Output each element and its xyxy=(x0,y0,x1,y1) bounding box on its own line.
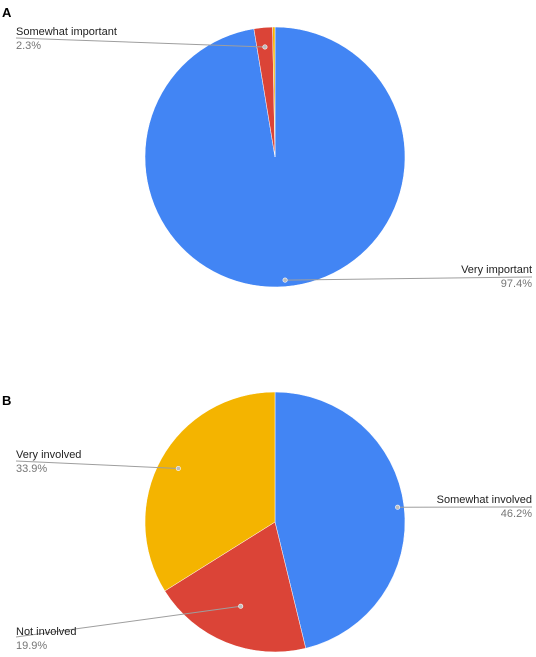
leader-dot-not-involved xyxy=(238,603,244,609)
leader-line-very-important xyxy=(285,276,533,281)
pie-slice-very-involved xyxy=(144,391,276,592)
slice-value-somewhat-involved: 46.2% xyxy=(501,508,532,520)
leader-dot-somewhat-involved xyxy=(395,504,401,510)
panel-b-letter: B xyxy=(2,393,11,408)
leader-dot-very-involved xyxy=(175,465,181,471)
slice-label-somewhat-important: Somewhat important xyxy=(16,26,117,38)
slice-label-very-important: Very important xyxy=(461,264,532,276)
slice-label-very-involved: Very involved xyxy=(16,449,81,461)
pie-chart-b: Somewhat involved 46.2% Not involved 19.9% V… xyxy=(15,391,532,653)
slice-value-somewhat-important: 2.3% xyxy=(16,40,41,52)
pie-slice-other xyxy=(272,26,276,158)
pie-slice-not-involved xyxy=(164,521,307,653)
leader-line-very-involved xyxy=(15,460,179,469)
leader-dot-very-important xyxy=(282,277,288,283)
pie-chart-a: Very important 97.4% Somewhat important 2.3… xyxy=(15,26,533,290)
slice-label-not-involved: Not involved xyxy=(16,626,77,638)
slice-value-very-involved: 33.9% xyxy=(16,463,47,475)
panel-a-letter: A xyxy=(2,5,12,20)
pie-slice-somewhat-involved xyxy=(274,391,406,649)
leader-dot-somewhat-important xyxy=(262,44,268,50)
slice-value-very-important: 97.4% xyxy=(501,278,532,290)
leader-line-not-involved xyxy=(15,605,241,638)
slice-label-somewhat-involved: Somewhat involved xyxy=(437,494,532,506)
leader-line-somewhat-important xyxy=(15,37,265,48)
slice-value-not-involved: 19.9% xyxy=(16,640,47,652)
